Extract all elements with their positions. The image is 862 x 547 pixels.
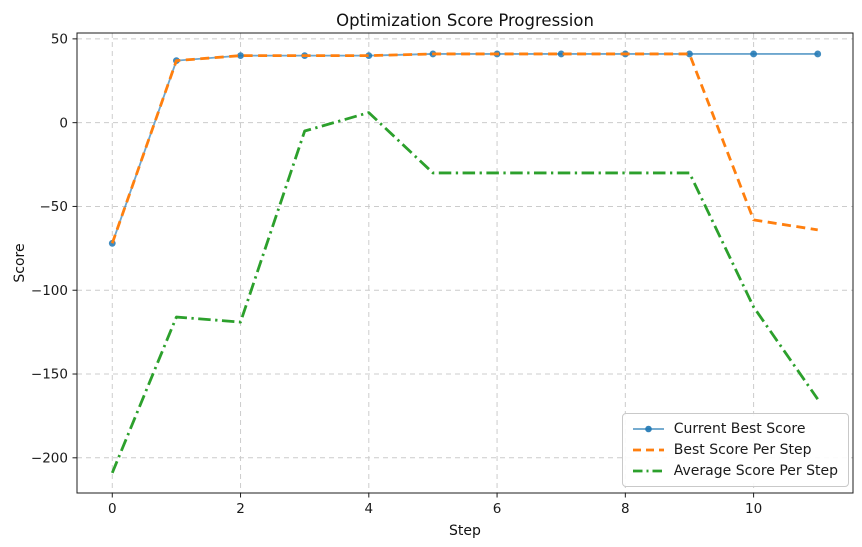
y-tick-label: 50 [51,32,68,48]
y-tick-label: −100 [31,283,68,299]
x-tick-label: 4 [365,501,374,517]
data-point-marker [814,50,822,58]
series-layer [108,50,822,474]
legend-entry-best-per-step: Best Score Per Step [632,442,838,458]
y-tick-label: −50 [40,199,69,215]
y-axis-label: Score [12,243,28,282]
legend-sample-solid-marker-icon [632,425,664,433]
data-point-marker [365,52,373,60]
tick-layer: 0 2 4 6 8 10 50 0 −50 −100 −150 −200 [31,32,762,517]
series-line-current-best-score [111,53,818,244]
y-tick-label: −200 [31,451,68,467]
x-axis-label: Step [449,523,481,539]
data-point-marker [557,50,565,58]
x-tick-label: 6 [493,501,502,517]
series-line-best-score-per-step [110,52,818,244]
legend-entry-current-best: Current Best Score [632,421,838,437]
legend-label-average-per-step: Average Score Per Step [673,463,838,479]
legend-sample-dashed-icon [632,448,664,452]
legend-entry-average-per-step: Average Score Per Step [632,463,838,479]
legend-label-best-per-step: Best Score Per Step [673,442,812,458]
legend: Current Best Score Best Score Per Step A… [621,413,849,487]
x-tick-label: 2 [236,501,245,517]
y-tick-label: 0 [59,115,68,131]
legend-label-current-best: Current Best Score [673,421,806,437]
x-tick-label: 10 [745,501,762,517]
data-point-marker [237,52,244,60]
x-tick-label: 0 [108,501,117,517]
series-line-average-score-per-step [110,111,819,474]
plot-border [76,32,854,494]
chart-title: Optimization Score Progression [336,11,594,30]
y-tick-label: −150 [31,367,68,383]
legend-sample-dashdot-icon [632,469,664,473]
series-current-best-score [108,50,822,247]
series-average-score-per-step [110,111,819,474]
data-point-marker [686,50,693,58]
grid-layer [77,33,853,493]
series-best-score-per-step [110,52,818,244]
x-tick-label: 8 [621,501,630,517]
data-point-marker [750,50,757,58]
